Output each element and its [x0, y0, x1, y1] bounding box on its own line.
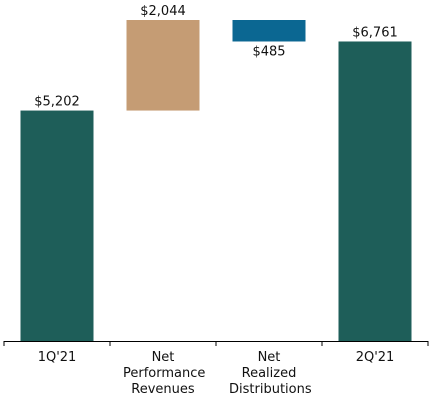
value-label: $5,202 [34, 95, 80, 110]
x-tick-label: 2Q'21 [355, 350, 395, 365]
bar [126, 20, 200, 111]
x-tick-label: Net Performance Revenues [123, 350, 206, 397]
x-tick-label: Net Realized Distributions [229, 350, 312, 397]
value-label: $6,761 [352, 25, 398, 40]
value-label: $2,044 [140, 4, 186, 19]
value-label: $485 [252, 44, 285, 59]
bar [20, 110, 94, 341]
x-tick-label: 1Q'21 [37, 350, 77, 365]
bar [338, 41, 412, 341]
bar [232, 20, 306, 42]
